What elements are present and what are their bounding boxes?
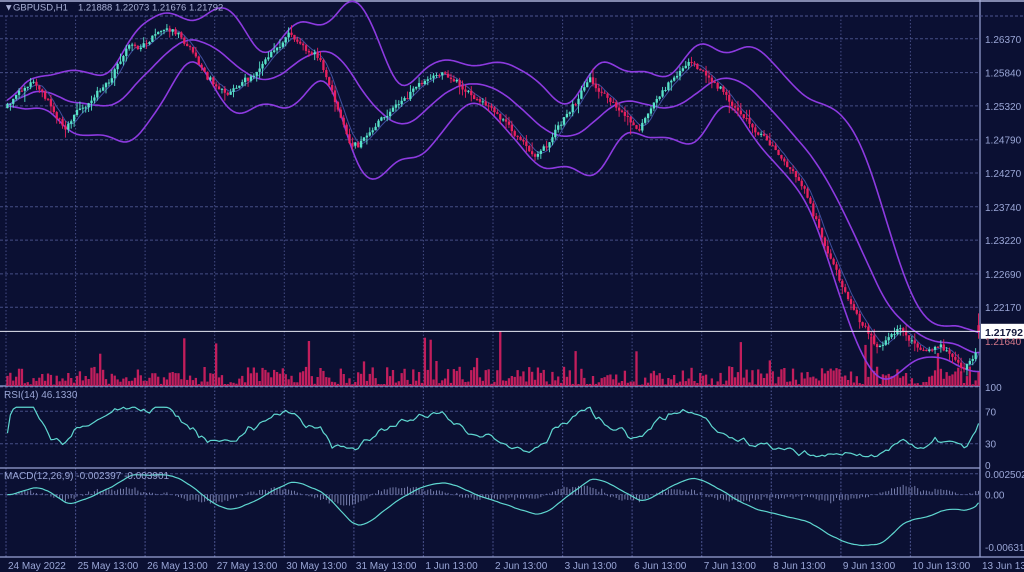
svg-text:24 May 2022: 24 May 2022 xyxy=(8,561,66,572)
svg-text:25 May 13:00: 25 May 13:00 xyxy=(78,561,139,572)
svg-text:1.23220: 1.23220 xyxy=(985,236,1022,247)
svg-text:1.25320: 1.25320 xyxy=(985,102,1022,113)
svg-text:1.21888 1.22073 1.21676 1.2179: 1.21888 1.22073 1.21676 1.21792 xyxy=(78,3,223,14)
svg-text:0.002502: 0.002502 xyxy=(985,470,1024,481)
svg-text:27 May 13:00: 27 May 13:00 xyxy=(217,561,278,572)
svg-text:10 Jun 13:00: 10 Jun 13:00 xyxy=(912,561,970,572)
svg-text:GBPUSD,H1: GBPUSD,H1 xyxy=(13,3,68,14)
svg-text:RSI(14) 46.1330: RSI(14) 46.1330 xyxy=(4,390,78,401)
svg-text:1.25840: 1.25840 xyxy=(985,69,1022,80)
svg-text:-0.006314: -0.006314 xyxy=(985,543,1024,554)
svg-text:1.24270: 1.24270 xyxy=(985,169,1022,180)
svg-text:2 Jun 13:00: 2 Jun 13:00 xyxy=(495,561,548,572)
svg-text:0.00: 0.00 xyxy=(985,491,1005,502)
svg-text:13 Jun 13:00: 13 Jun 13:00 xyxy=(982,561,1024,572)
svg-text:1.24790: 1.24790 xyxy=(985,136,1022,147)
svg-text:6 Jun 13:00: 6 Jun 13:00 xyxy=(634,561,687,572)
svg-text:3 Jun 13:00: 3 Jun 13:00 xyxy=(565,561,618,572)
svg-text:MACD(12,26,9) -0.002397 -0.003: MACD(12,26,9) -0.002397 -0.003901 xyxy=(4,471,170,482)
svg-text:1.26370: 1.26370 xyxy=(985,35,1022,46)
svg-text:1.22170: 1.22170 xyxy=(985,303,1022,314)
svg-text:1.21640: 1.21640 xyxy=(985,337,1022,348)
svg-text:1.22690: 1.22690 xyxy=(985,270,1022,281)
svg-text:30: 30 xyxy=(985,440,997,451)
svg-text:26 May 13:00: 26 May 13:00 xyxy=(147,561,208,572)
svg-text:70: 70 xyxy=(985,407,997,418)
svg-text:7 Jun 13:00: 7 Jun 13:00 xyxy=(704,561,757,572)
svg-text:1 Jun 13:00: 1 Jun 13:00 xyxy=(425,561,478,572)
svg-text:31 May 13:00: 31 May 13:00 xyxy=(356,561,417,572)
svg-text:100: 100 xyxy=(985,383,1002,394)
svg-text:9 Jun 13:00: 9 Jun 13:00 xyxy=(843,561,896,572)
svg-text:1.23740: 1.23740 xyxy=(985,203,1022,214)
svg-text:30 May 13:00: 30 May 13:00 xyxy=(286,561,347,572)
svg-text:▼: ▼ xyxy=(4,3,13,14)
svg-text:8 Jun 13:00: 8 Jun 13:00 xyxy=(773,561,826,572)
